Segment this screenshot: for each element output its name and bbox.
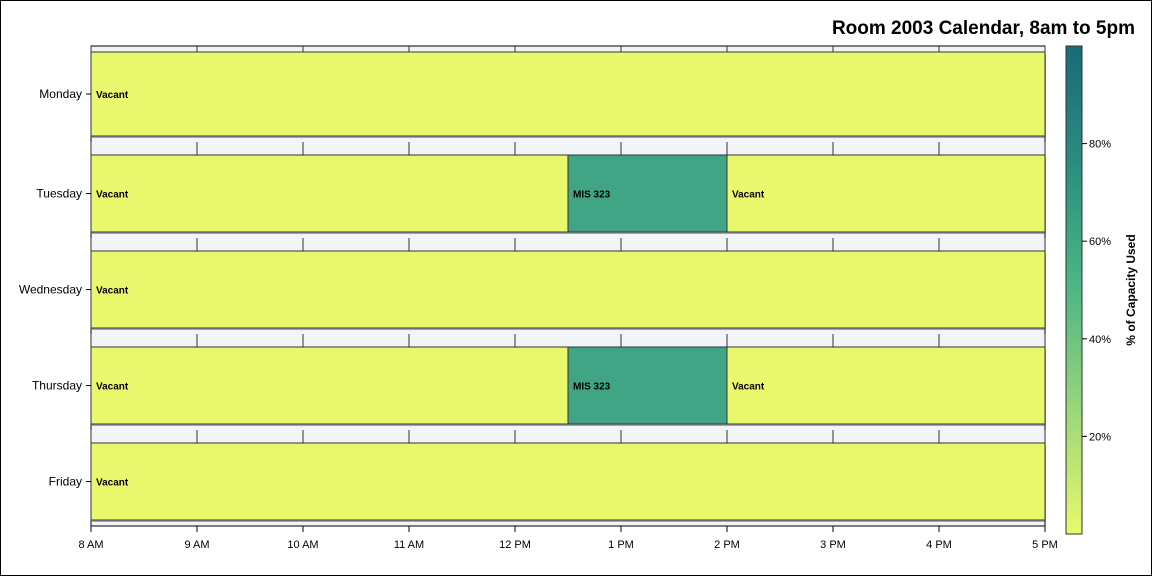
x-tick-label: 1 PM: [608, 539, 634, 551]
colorbar-tick-label: 20%: [1089, 431, 1111, 443]
bar-segment: [726, 346, 1046, 425]
y-tick-label: Tuesday: [36, 187, 82, 201]
y-tick-label: Monday: [39, 87, 82, 101]
colorbar: 20% 40% 60% 80% % of Capacity Used: [1065, 45, 1138, 535]
x-tick-label: 10 AM: [287, 539, 318, 551]
x-tick-label: 3 PM: [820, 539, 846, 551]
bar-label: Vacant: [96, 190, 129, 201]
x-tick-label: 8 AM: [78, 539, 103, 551]
y-tick-label: Wednesday: [19, 283, 82, 297]
y-tick-label: Thursday: [32, 379, 82, 393]
bar-label: MIS 323: [573, 190, 611, 201]
bar-segment: [90, 346, 569, 425]
bar-segment: [90, 154, 569, 233]
colorbar-tick-label: 40%: [1089, 334, 1111, 346]
bar-segment: [90, 51, 1046, 137]
y-tick-label: Friday: [49, 475, 82, 489]
bar-segment: [726, 154, 1046, 233]
x-tick-label: 12 PM: [499, 539, 531, 551]
bar-label: MIS 323: [573, 382, 611, 393]
colorbar-scale: [1065, 45, 1083, 535]
colorbar-tick-label: 60%: [1089, 236, 1111, 248]
bar-segment: [90, 250, 1046, 329]
bar-label: Vacant: [96, 478, 129, 489]
bar-label: Vacant: [732, 190, 765, 201]
bar-label: Vacant: [96, 286, 129, 297]
bar-segment: [90, 442, 1046, 521]
x-tick-label: 2 PM: [714, 539, 740, 551]
x-tick-label: 5 PM: [1032, 539, 1058, 551]
bar-segment: [567, 346, 728, 425]
bar-label: Vacant: [96, 382, 129, 393]
chart-title: Room 2003 Calendar, 8am to 5pm: [832, 18, 1135, 39]
x-tick-label: 9 AM: [184, 539, 209, 551]
colorbar-tick-label: 80%: [1089, 139, 1111, 151]
colorbar-label: % of Capacity Used: [1124, 234, 1138, 345]
x-tick-label: 11 AM: [394, 539, 424, 551]
x-tick-label: 4 PM: [926, 539, 952, 551]
bar-label: Vacant: [732, 382, 765, 393]
bar-label: Vacant: [96, 90, 129, 101]
plot-area: Vacant Monday Vacant MIS 323 Vacant Tuesday Va…: [19, 45, 1058, 551]
